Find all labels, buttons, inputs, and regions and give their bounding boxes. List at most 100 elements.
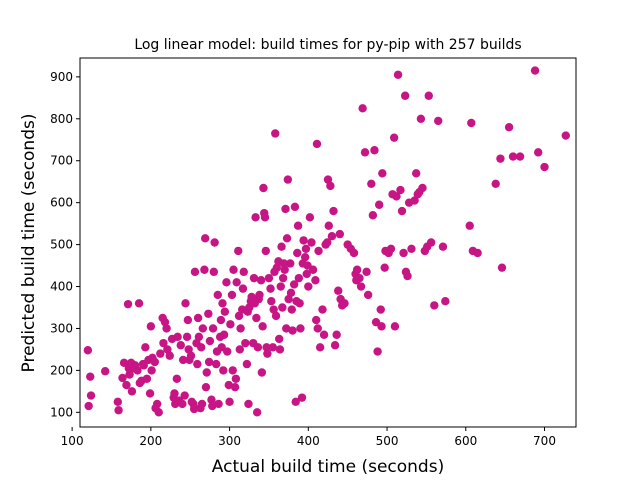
data-point <box>249 273 259 283</box>
data-point <box>208 324 218 333</box>
data-point <box>145 389 155 398</box>
data-point <box>396 185 405 195</box>
data-point <box>183 315 193 325</box>
data-point <box>424 91 433 100</box>
data-point <box>218 299 227 308</box>
data-point <box>289 280 299 289</box>
data-point <box>152 399 162 409</box>
data-point <box>277 242 286 251</box>
y-tick-label: 200 <box>50 363 73 377</box>
data-point <box>504 122 514 132</box>
data-point <box>118 373 127 383</box>
data-point <box>258 322 267 331</box>
data-point <box>86 391 96 400</box>
data-point <box>146 322 156 331</box>
data-point <box>438 242 448 251</box>
data-point <box>147 366 156 375</box>
data-point <box>259 183 268 193</box>
data-point <box>534 148 543 157</box>
data-point <box>114 406 123 415</box>
data-point <box>307 238 316 247</box>
chart-title: Log linear model: build times for py-pip… <box>134 37 521 53</box>
data-point <box>225 397 234 407</box>
data-point <box>319 330 329 339</box>
data-point <box>193 359 202 369</box>
data-point <box>142 374 152 383</box>
data-point <box>497 263 507 272</box>
data-point <box>326 181 335 191</box>
data-point <box>113 397 122 407</box>
data-point <box>318 305 327 314</box>
data-point <box>393 70 403 79</box>
data-point <box>561 131 570 140</box>
data-point <box>154 408 163 417</box>
data-point <box>400 91 410 100</box>
data-point <box>491 179 500 188</box>
data-point <box>123 299 133 309</box>
data-point <box>374 200 384 209</box>
data-point <box>268 343 278 352</box>
y-axis-ticks: 100 200 300 400 500 600 700 800 900 <box>50 70 80 419</box>
x-tick-label: 600 <box>454 434 477 448</box>
data-point <box>173 332 182 342</box>
data-point <box>283 175 293 184</box>
data-point <box>189 404 199 414</box>
data-point <box>209 267 219 277</box>
x-tick-label: 200 <box>139 434 162 448</box>
data-point <box>162 324 171 333</box>
y-tick-label: 700 <box>50 154 73 168</box>
data-point <box>299 236 308 245</box>
data-point <box>304 282 313 291</box>
data-point <box>86 372 95 381</box>
data-point <box>323 238 332 247</box>
data-point <box>416 114 426 124</box>
data-point <box>281 204 290 214</box>
data-point <box>235 345 245 354</box>
data-point <box>363 290 373 300</box>
data-point <box>200 234 210 243</box>
y-tick-label: 100 <box>50 405 73 419</box>
data-point <box>226 320 235 329</box>
data-point <box>367 179 376 188</box>
data-point <box>260 213 270 222</box>
data-point <box>261 246 270 256</box>
data-point <box>296 324 305 333</box>
data-point <box>134 299 144 308</box>
points-layer <box>83 66 570 417</box>
data-point <box>234 246 243 256</box>
data-point <box>193 313 203 323</box>
data-point <box>290 202 300 212</box>
data-point <box>219 366 228 375</box>
data-point <box>252 408 262 417</box>
data-point <box>255 290 264 300</box>
data-point <box>314 246 323 256</box>
data-point <box>257 368 267 377</box>
data-point <box>335 229 345 239</box>
data-point <box>293 221 303 230</box>
data-point <box>496 154 505 163</box>
data-point <box>252 313 261 323</box>
data-point <box>370 146 379 155</box>
data-point <box>202 368 211 377</box>
x-axis-ticks: 100 200 300 400 500 600 700 <box>61 427 556 448</box>
data-point <box>230 382 240 392</box>
x-tick-label: 400 <box>297 434 320 448</box>
data-point <box>426 238 436 247</box>
data-point <box>276 282 285 291</box>
data-point <box>274 334 284 344</box>
data-point <box>293 248 302 258</box>
data-point <box>263 349 272 358</box>
data-point <box>311 315 321 325</box>
data-point <box>247 292 256 302</box>
data-point <box>329 206 338 216</box>
data-point <box>204 309 213 318</box>
data-point <box>223 347 232 356</box>
data-point <box>222 278 231 287</box>
data-point <box>122 380 131 390</box>
data-point <box>236 324 245 333</box>
data-point <box>302 269 311 279</box>
data-point <box>150 357 159 367</box>
data-point <box>410 196 419 205</box>
